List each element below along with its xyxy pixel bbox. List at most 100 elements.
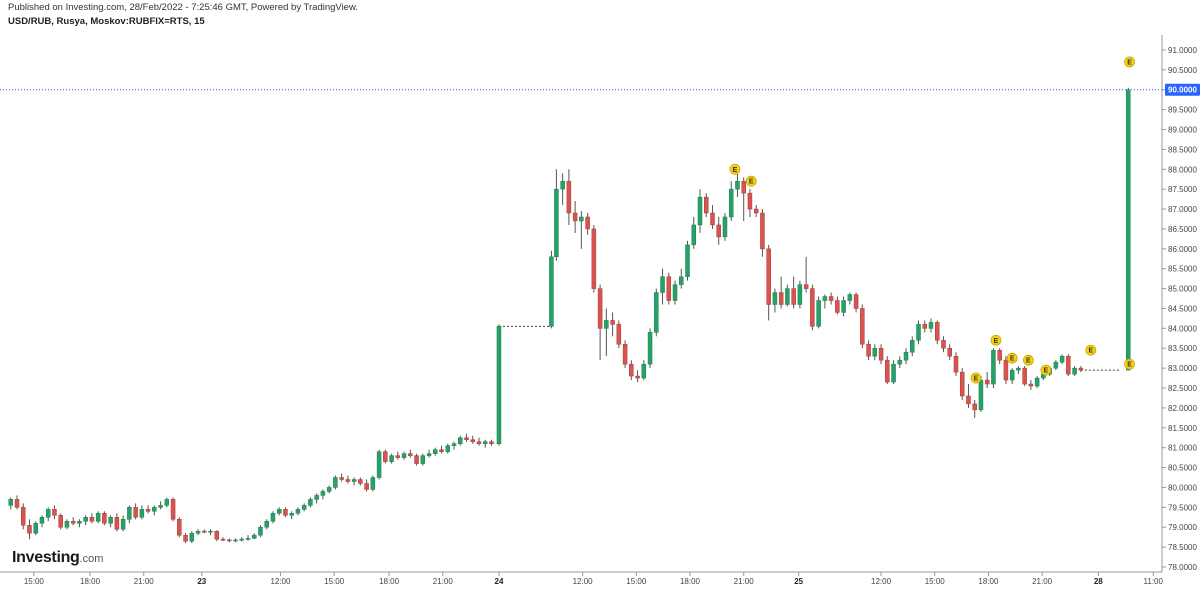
price-tick-label: 87.0000	[1168, 205, 1197, 214]
price-tick-label: 79.0000	[1168, 523, 1197, 532]
price-tick-label: 89.5000	[1168, 106, 1197, 115]
candle-up	[189, 532, 195, 542]
candle-down	[835, 300, 840, 313]
candle-up	[276, 509, 282, 514]
candle-down	[666, 276, 672, 301]
event-badge-label: E	[994, 338, 999, 345]
price-tick-label: 82.5000	[1168, 384, 1197, 393]
logo-domain: .com	[79, 553, 104, 565]
candle-up	[258, 526, 263, 536]
time-tick-label: 21:00	[734, 577, 755, 586]
candle-up	[245, 538, 251, 540]
candle-up	[370, 477, 376, 490]
candle-up	[654, 292, 659, 333]
candle-down	[89, 517, 95, 522]
candle-down	[997, 349, 1002, 361]
candle-up	[891, 363, 896, 383]
candle-up	[158, 505, 163, 508]
candle-up	[1053, 361, 1059, 369]
candle-down	[710, 212, 715, 226]
candle-up	[251, 534, 257, 539]
candle-down	[202, 530, 207, 533]
candle-up	[797, 284, 803, 305]
candle-down	[597, 288, 603, 329]
published-caption: Published on Investing.com, 28/Feb/2022 …	[8, 2, 358, 13]
candle-up	[164, 499, 170, 506]
candle-up	[127, 507, 132, 520]
event-badge-circle	[1124, 56, 1135, 68]
event-badge: E	[970, 372, 982, 384]
candle-down	[791, 288, 796, 305]
price-tick-label: 88.5000	[1168, 145, 1197, 154]
event-badge-circle	[1124, 358, 1135, 370]
candle-down	[753, 208, 759, 214]
event-badge: E	[1124, 358, 1135, 370]
candle-down	[959, 371, 965, 397]
candle-up	[195, 530, 201, 534]
last-price-tag	[1165, 83, 1200, 96]
candle-down	[622, 344, 628, 365]
price-tick-label: 80.0000	[1168, 483, 1197, 492]
price-tick-label: 91.0000	[1168, 46, 1197, 55]
time-tick-label: 25	[794, 577, 803, 586]
candle-down	[1022, 367, 1027, 385]
event-badge-label: E	[974, 376, 979, 383]
price-tick-label: 83.5000	[1168, 344, 1197, 353]
candle-down	[878, 347, 884, 361]
candle-up	[289, 513, 294, 516]
candle-down	[610, 320, 615, 325]
candle-down	[383, 451, 388, 462]
candle-up	[152, 507, 157, 512]
event-badge: E	[729, 163, 741, 175]
time-axis[interactable]: 15:00 18:00 21:00 23 12:00 15:00 18:00 21:00 24 1…	[0, 571, 1164, 586]
event-badge-label: E	[733, 167, 738, 174]
event-badge: E	[990, 334, 1002, 346]
candle-up	[679, 276, 684, 285]
candle-up	[991, 349, 996, 385]
candle-down	[585, 216, 590, 230]
candle-down	[14, 499, 20, 508]
candle-up	[301, 505, 307, 510]
candle-up	[33, 522, 38, 534]
candle-down	[470, 439, 475, 442]
candle-up	[45, 509, 51, 518]
event-badge-circle	[990, 334, 1002, 346]
candle-up	[64, 521, 70, 528]
candle-down	[635, 375, 640, 379]
candle-down	[953, 355, 959, 373]
candle-up	[579, 216, 584, 222]
candle-down	[227, 539, 232, 542]
price-tick-label: 86.5000	[1168, 225, 1197, 234]
price-tick-label: 81.0000	[1168, 444, 1197, 453]
candle-down	[803, 284, 809, 289]
candle-down	[102, 513, 107, 524]
candle-up	[1126, 89, 1131, 371]
price-tick-label: 90.5000	[1168, 66, 1197, 75]
candle-up	[139, 509, 145, 518]
time-tick-label: 12:00	[573, 577, 594, 586]
candle-up	[641, 363, 647, 379]
candle-down	[414, 455, 419, 464]
candle-up	[420, 455, 426, 464]
candle-down	[922, 324, 928, 329]
candle-up	[426, 453, 432, 456]
candle-up	[208, 530, 213, 533]
candle-down	[170, 499, 176, 520]
candle-down	[464, 437, 469, 440]
time-tick-label: 15:00	[925, 577, 946, 586]
event-badge-circle	[1022, 354, 1034, 366]
candle-up	[120, 519, 126, 530]
time-tick-label: 18:00	[978, 577, 999, 586]
candle-down	[283, 509, 288, 516]
candle-up	[697, 196, 703, 226]
event-badge: E	[1006, 352, 1018, 364]
price-axis[interactable]: 91.0000 90.5000 89.5000 89.0000 88.5000 88.00…	[1161, 35, 1200, 572]
candle-up	[685, 244, 690, 277]
candle-up	[728, 188, 734, 218]
candle-down	[27, 524, 32, 534]
candle-down	[476, 441, 482, 444]
candle-up	[604, 320, 609, 329]
candle-up	[785, 288, 790, 305]
candle-down	[984, 379, 990, 385]
